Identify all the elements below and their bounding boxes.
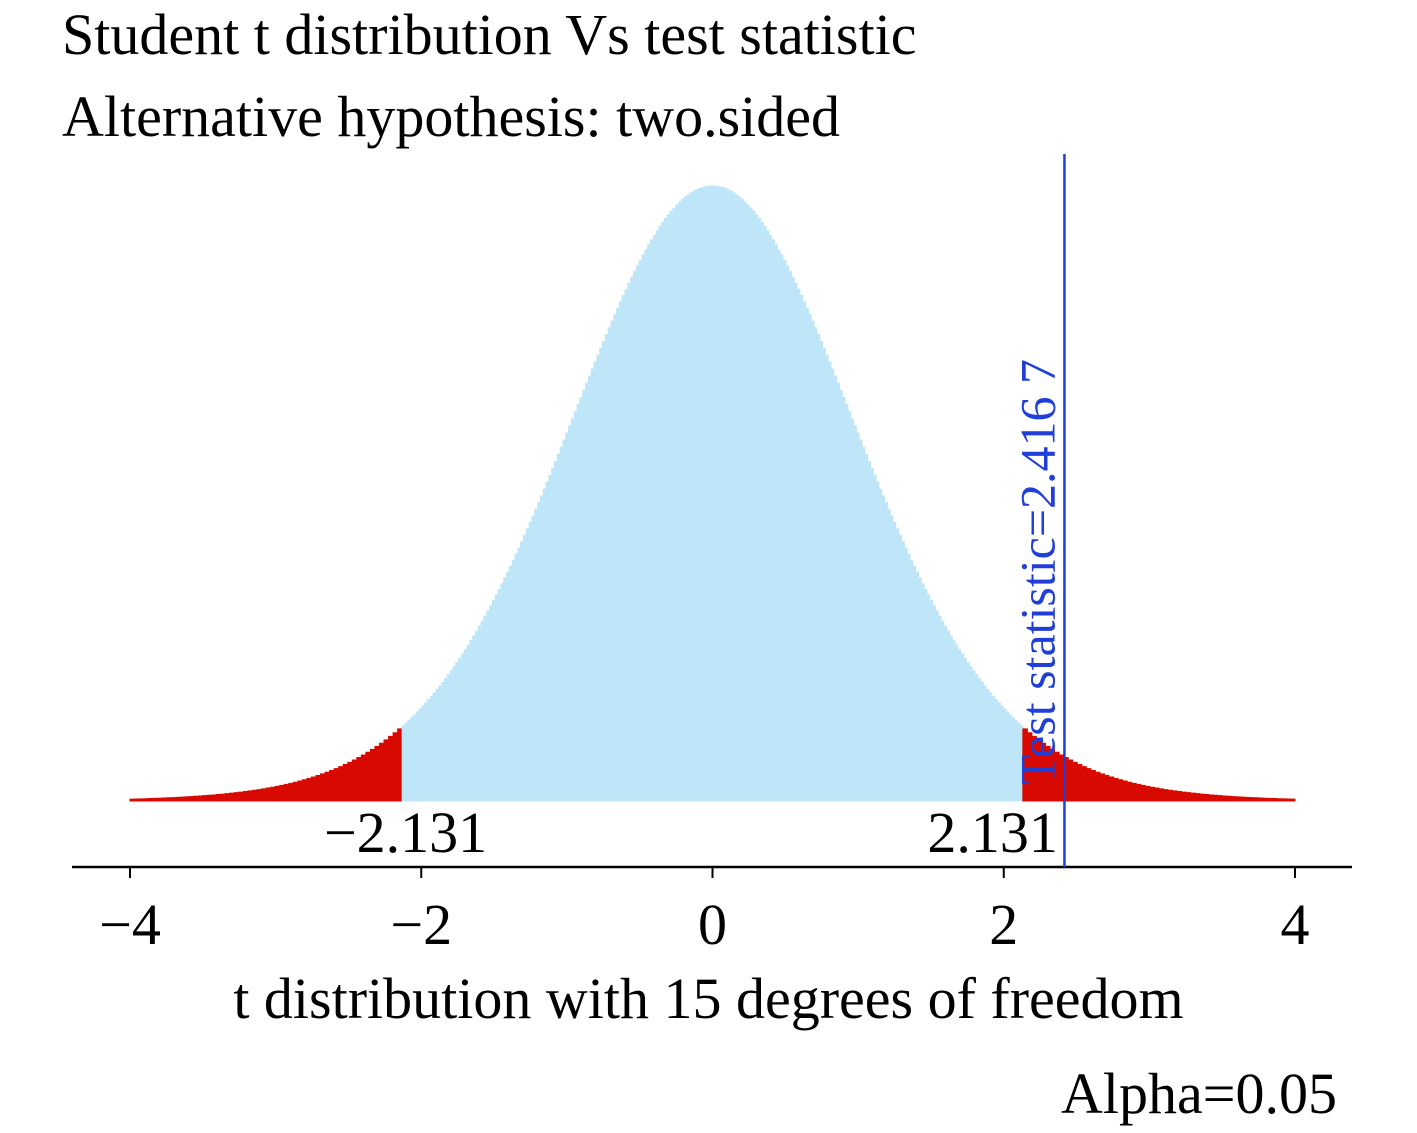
x-tick-label: −4 xyxy=(99,892,161,957)
x-tick-label: −2 xyxy=(390,892,452,957)
rejection-region-left xyxy=(129,728,403,802)
test-statistic-label: Test statistic=2.416 7 xyxy=(1009,359,1065,785)
x-axis-ticks: −4 −2 0 2 4 xyxy=(99,867,1310,957)
critical-value-label: 2.131 xyxy=(927,800,1058,865)
rejection-region-right xyxy=(1022,728,1296,802)
acceptance-region xyxy=(401,185,1024,802)
alpha-label: Alpha=0.05 xyxy=(1061,1061,1337,1126)
critical-value-label: −2.131 xyxy=(324,800,487,865)
x-tick-label: 4 xyxy=(1281,892,1310,957)
chart-subtitle: Alternative hypothesis: two.sided xyxy=(62,84,841,149)
x-tick-label: 0 xyxy=(698,892,727,957)
x-axis-label: t distribution with 15 degrees of freedo… xyxy=(233,966,1184,1031)
critical-value-labels: −2.131 2.131 xyxy=(324,800,1058,865)
density-regions xyxy=(129,185,1296,802)
x-tick-label: 2 xyxy=(989,892,1018,957)
chart-title: Student t distribution Vs test statistic xyxy=(62,2,917,67)
